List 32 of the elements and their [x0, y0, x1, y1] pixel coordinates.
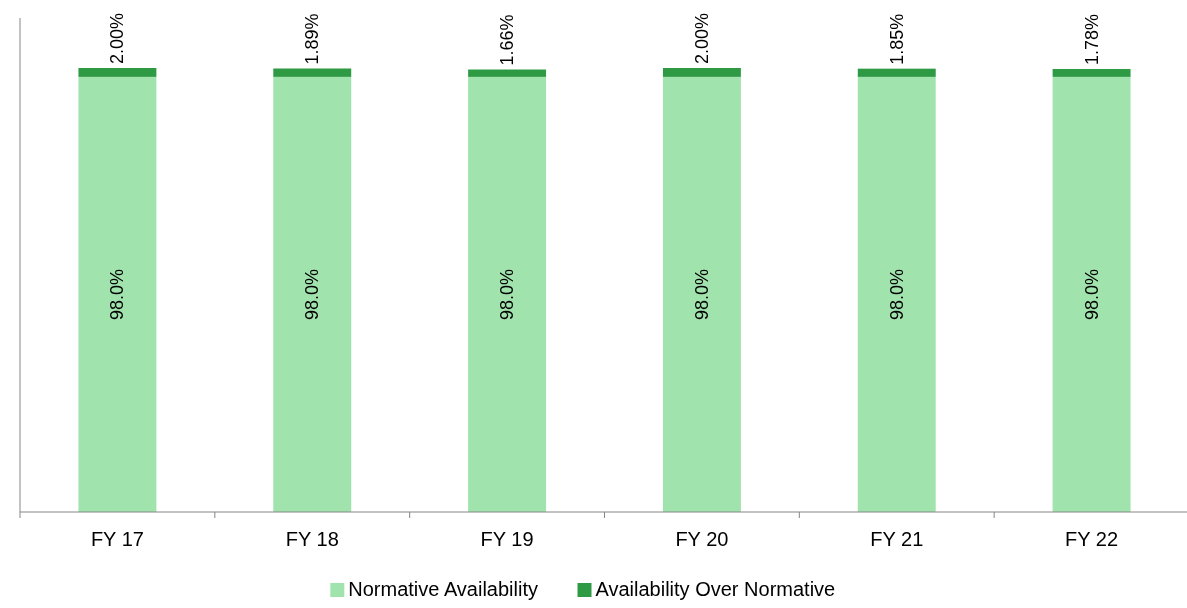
data-label: 1.78%: [1081, 13, 1102, 65]
bar: [857, 76, 936, 512]
bar: [468, 76, 547, 512]
bar: [1052, 76, 1131, 512]
bar: [1052, 68, 1131, 77]
bar: [662, 76, 741, 512]
x-tick-label: FY 17: [90, 528, 144, 550]
bar: [78, 76, 157, 512]
data-label: 98.0%: [1081, 268, 1102, 320]
data-label: 98.0%: [107, 268, 128, 320]
bar: [78, 68, 157, 77]
bar: [662, 68, 741, 77]
data-label: 98.0%: [886, 268, 907, 320]
x-tick-label: FY 19: [480, 528, 534, 550]
data-label: 98.0%: [497, 268, 518, 320]
bar: [273, 76, 352, 512]
x-tick-label: FY 22: [1065, 528, 1119, 550]
bar: [273, 68, 352, 77]
data-label: 2.00%: [691, 12, 712, 64]
bar: [468, 69, 547, 77]
x-tick-label: FY 21: [870, 528, 924, 550]
data-label: 98.0%: [691, 268, 712, 320]
data-label: 2.00%: [107, 12, 128, 64]
x-tick-label: FY 18: [285, 528, 339, 550]
data-label: 1.89%: [302, 13, 323, 65]
data-label: 1.66%: [497, 14, 518, 66]
x-tick-label: FY 20: [675, 528, 729, 550]
legend-label: Availability Over Normative: [595, 578, 836, 600]
data-label: 98.0%: [302, 268, 323, 320]
data-label: 1.85%: [886, 13, 907, 65]
legend-label: Normative Availability: [348, 578, 539, 600]
bar: [857, 68, 936, 77]
